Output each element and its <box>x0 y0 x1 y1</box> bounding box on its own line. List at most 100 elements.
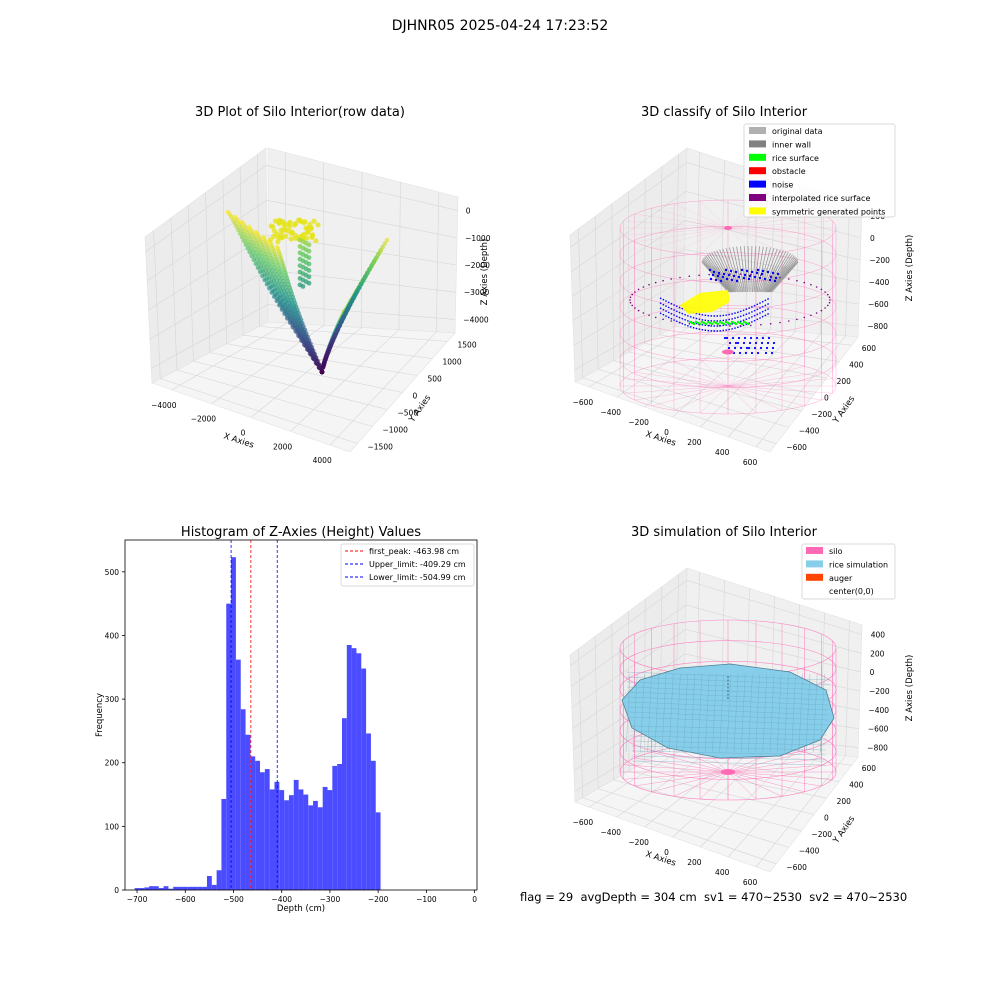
simulation-rice-mesh <box>733 673 739 753</box>
simulation-silo-spoke <box>623 771 729 780</box>
classify-rice-point <box>708 321 712 325</box>
raw-grid-z <box>148 234 457 311</box>
classify-noise-point <box>711 273 715 277</box>
histogram-bar <box>317 807 323 890</box>
classify-rice-point <box>732 321 736 325</box>
classify-interp-point <box>670 320 672 322</box>
classify-interp-point <box>788 278 790 280</box>
classify-noise-arc <box>659 307 771 327</box>
classify-silo-spoke <box>727 385 757 414</box>
classify-silo-spoke <box>673 361 729 387</box>
raw-point <box>306 268 312 273</box>
classify-wall-stroke <box>759 247 775 293</box>
classify-rice-point <box>702 321 706 325</box>
classify-grid-z <box>571 191 862 273</box>
classify-wall-stroke <box>711 265 733 293</box>
simulation-grid-z <box>570 579 862 666</box>
classify-interp-point <box>648 283 650 286</box>
classify-noise-point <box>742 276 746 280</box>
classify-noise-point <box>758 276 762 280</box>
raw-point <box>304 235 310 241</box>
classify-x-tick-label: −600 <box>573 398 594 407</box>
raw-point <box>268 237 274 243</box>
classify-floor-pane <box>574 321 859 453</box>
classify-rice-point <box>730 320 734 324</box>
raw-point <box>373 255 379 261</box>
classify-noise-point <box>774 276 778 280</box>
classify-y-tick-label: 200 <box>837 377 852 386</box>
histogram-bar <box>370 760 376 890</box>
raw-point <box>271 228 278 234</box>
classify-interp-point <box>637 309 640 312</box>
simulation-rice-surface <box>621 663 835 766</box>
classify-x-tick-label: 400 <box>715 448 730 457</box>
classify-grid-x <box>672 176 775 418</box>
classify-silo-spoke <box>727 358 757 387</box>
classify-interpolated <box>629 273 831 327</box>
simulation-silo-spoke <box>673 771 729 797</box>
histogram-y-tick-label: 500 <box>105 568 120 577</box>
histogram-x-tick-label: −500 <box>223 895 244 904</box>
classify-interp-point <box>824 291 826 293</box>
raw-point <box>360 278 366 283</box>
classify-interp-point <box>642 286 645 288</box>
classify-interp-point <box>648 314 650 317</box>
classify-noise-point <box>760 272 764 276</box>
classify-grid-y <box>594 216 789 428</box>
raw-x-tick-label: 0 <box>241 429 246 438</box>
classify-interp-point <box>631 304 633 307</box>
classify-interp-point <box>815 312 818 314</box>
raw-point <box>271 233 277 239</box>
simulation-legend-label: auger <box>829 574 853 583</box>
classify-rice-point <box>696 321 700 325</box>
classify-grid-y <box>674 154 852 346</box>
raw-point <box>291 222 298 228</box>
raw-point <box>278 235 284 241</box>
simulation-rice-mesh <box>705 673 710 753</box>
raw-point <box>259 260 265 266</box>
simulation-rice-mesh <box>654 673 659 753</box>
classify-silo-spoke <box>623 220 729 229</box>
classify-interp-point <box>629 301 632 304</box>
histogram-bar <box>327 790 333 890</box>
simulation-grid-y <box>611 623 802 832</box>
simulation-rice-mesh <box>820 673 825 753</box>
histogram-bar <box>235 659 241 890</box>
classify-silo-spoke <box>673 203 729 229</box>
raw-point <box>306 242 312 248</box>
histogram-bar <box>139 888 145 890</box>
classify-rice-point <box>728 322 732 326</box>
classify-interp-point <box>796 318 798 321</box>
classify-noise-point <box>755 271 759 275</box>
raw-y-tick-label: −1000 <box>383 426 409 435</box>
classify-silo-spoke <box>727 378 833 387</box>
classify-noise <box>659 268 780 355</box>
classify-interp-point <box>634 307 636 309</box>
classify-rice-point <box>712 320 716 324</box>
classify-interp-point <box>739 325 742 327</box>
raw-point <box>275 239 281 245</box>
classify-legend-label: original data <box>772 127 823 136</box>
classify-legend-label: noise <box>772 181 793 190</box>
classify-noise-point <box>750 270 754 274</box>
classify-silo-spoke <box>699 227 729 256</box>
classify-wall-stroke <box>739 246 747 293</box>
histogram-bar <box>279 790 285 890</box>
simulation-silo-spoke <box>727 757 822 773</box>
classify-legend-label: obstacle <box>772 167 806 176</box>
histogram-y-tick-label: 100 <box>105 822 120 831</box>
classify-z-label: Z Axies (Depth) <box>905 235 915 302</box>
classify-wall-stroke <box>743 268 748 293</box>
classify-noise-point <box>772 341 776 345</box>
histogram-bar <box>361 668 367 890</box>
chart-simulation-3d: 3D simulation of Silo Interior −600 −400 −2… <box>569 525 915 887</box>
classify-silo-spoke <box>651 208 729 229</box>
simulation-silo-spoke <box>727 771 805 793</box>
simulation-rice-mesh <box>777 673 782 753</box>
classify-silo-spoke <box>727 385 783 411</box>
classify-wall-stroke <box>757 267 768 293</box>
classify-legend-label: inner wall <box>772 140 811 149</box>
raw-point <box>350 298 355 303</box>
classify-legend-swatch <box>749 167 766 175</box>
classify-interp-point <box>634 291 636 293</box>
